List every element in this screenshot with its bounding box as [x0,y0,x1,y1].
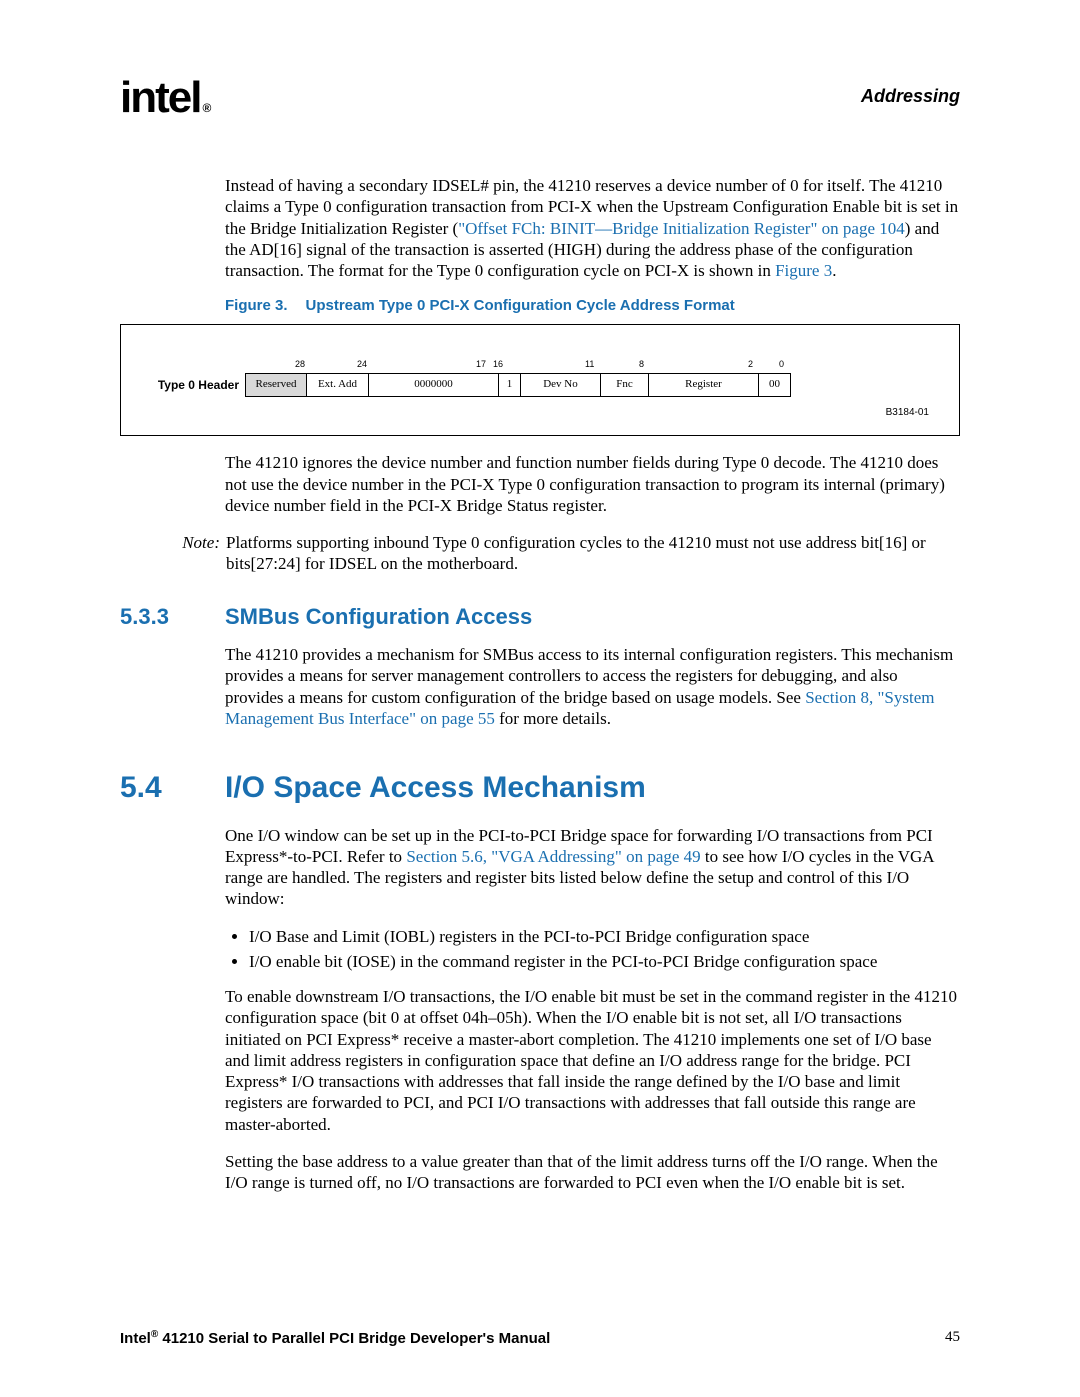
text: 41210 Serial to Parallel PCI Bridge Deve… [158,1330,550,1347]
heading-5-4: 5.4 I/O Space Access Mechanism [120,769,960,807]
page: intel ® Addressing Instead of having a s… [0,0,1080,1397]
figure-id: B3184-01 [151,407,929,420]
page-header: intel ® Addressing [120,80,960,115]
chapter-title: Addressing [861,86,960,107]
figure-label: Figure 3. [225,297,288,314]
cell-extadd: Ext. Add [307,373,369,397]
paragraph-io-range-off: Setting the base address to a value grea… [225,1151,960,1194]
cell-one: 1 [499,373,521,397]
cell-devno: Dev No [521,373,601,397]
logo-registered-icon: ® [202,104,209,114]
note-block: Note: Platforms supporting inbound Type … [170,532,960,575]
cell-zeros: 0000000 [369,373,499,397]
bitnum: 24 [357,359,367,370]
note-text: Platforms supporting inbound Type 0 conf… [226,532,960,575]
heading-title: I/O Space Access Mechanism [225,769,646,807]
body-column: Instead of having a secondary IDSEL# pin… [225,175,960,1193]
bitfield-cells: Reserved Ext. Add 0000000 1 Dev No Fnc R… [245,373,791,397]
text: Intel [120,1330,151,1347]
xref-binit-register[interactable]: "Offset FCh: BINIT—Bridge Initialization… [458,219,905,238]
note-label: Note: [170,532,226,575]
io-window-bullets: I/O Base and Limit (IOBL) registers in t… [225,926,960,973]
xref-figure-3[interactable]: Figure 3 [775,261,832,280]
intel-logo: intel ® [120,80,209,115]
heading-number: 5.4 [120,769,225,807]
heading-number: 5.3.3 [120,603,225,631]
bitnum: 2 [748,359,753,370]
heading-title: SMBus Configuration Access [225,603,532,631]
figure-title: Upstream Type 0 PCI-X Configuration Cycl… [306,297,735,314]
bit-number-row: 28 24 17 16 11 8 2 0 [239,359,929,373]
footer-doc-title: Intel® 41210 Serial to Parallel PCI Brid… [120,1329,550,1347]
cell-reserved: Reserved [245,373,307,397]
bitnum: 17 [476,359,486,370]
figure-caption: Figure 3. Upstream Type 0 PCI-X Configura… [120,297,960,316]
cell-register: Register [649,373,759,397]
heading-5-3-3: 5.3.3 SMBus Configuration Access [120,603,960,631]
xref-section-5-6[interactable]: Section 5.6, "VGA Addressing" on page 49 [406,847,700,866]
page-footer: Intel® 41210 Serial to Parallel PCI Brid… [120,1329,960,1347]
list-item: I/O enable bit (IOSE) in the command reg… [249,951,960,972]
logo-text: intel [120,80,200,115]
paragraph-io-window-intro: One I/O window can be set up in the PCI-… [225,825,960,910]
intro-paragraph: Instead of having a secondary IDSEL# pin… [225,175,960,281]
bitnum: 0 [779,359,784,370]
page-number: 45 [945,1329,960,1347]
figure-3-diagram: 28 24 17 16 11 8 2 0 Type 0 Header Reser… [120,324,960,436]
paragraph-type0-decode: The 41210 ignores the device number and … [225,452,960,516]
bitnum: 28 [295,359,305,370]
cell-fnc: Fnc [601,373,649,397]
row-label: Type 0 Header [151,378,245,393]
bitnum: 11 [585,359,594,370]
paragraph-smbus: The 41210 provides a mechanism for SMBus… [225,644,960,729]
paragraph-io-enable: To enable downstream I/O transactions, t… [225,986,960,1135]
bitnum: 16 [493,359,503,370]
list-item: I/O Base and Limit (IOBL) registers in t… [249,926,960,947]
text: for more details. [495,709,611,728]
text: . [832,261,836,280]
cell-zz: 00 [759,373,791,397]
bitnum: 8 [639,359,644,370]
